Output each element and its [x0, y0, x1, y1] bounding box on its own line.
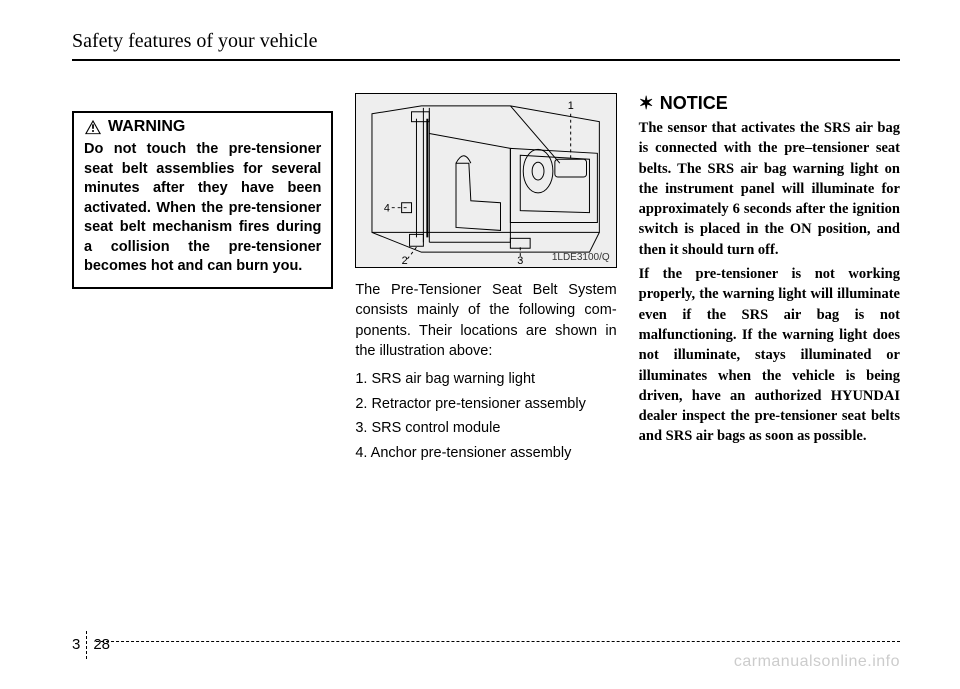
- notice-symbol-icon: ✶: [639, 93, 654, 114]
- vehicle-diagram: 1 2 3 4: [356, 94, 615, 267]
- watermark-text: carmanualsonline.info: [734, 653, 900, 671]
- callout-1: 1: [568, 100, 574, 112]
- list-item: 2. Retractor pre-tensioner assembly: [355, 392, 616, 417]
- list-item: 3. SRS control module: [355, 416, 616, 441]
- footer-dash-line: [96, 641, 900, 642]
- callout-3: 3: [518, 255, 524, 267]
- notice-paragraph-2: If the pre-tensioner is not working prop…: [639, 264, 900, 447]
- components-intro: The Pre-Tensioner Seat Belt System consi…: [355, 280, 616, 361]
- warning-icon: [84, 119, 102, 135]
- page-header: Safety features of your vehicle: [72, 30, 900, 61]
- callout-4: 4: [384, 203, 390, 215]
- warning-body: Do not touch the pre-tensioner seat belt…: [74, 136, 331, 287]
- page-number: 28: [87, 631, 110, 659]
- column-3: ✶ NOTICE The sensor that activates the S…: [639, 91, 900, 466]
- figure-label: 1LDE3100/Q: [552, 252, 610, 263]
- components-list: 1. SRS air bag warning light 2. Retracto…: [355, 367, 616, 466]
- column-1: WARNING Do not touch the pre-tensioner s…: [72, 91, 333, 466]
- page-footer: 3 28 carmanualsonline.info: [0, 631, 960, 671]
- notice-paragraph-1: The sensor that activates the SRS air ba…: [639, 118, 900, 260]
- page-number-tab: 3 28: [72, 631, 110, 659]
- notice-title: NOTICE: [660, 93, 728, 114]
- warning-box: WARNING Do not touch the pre-tensioner s…: [72, 111, 333, 289]
- header-title: Safety features of your vehicle: [72, 30, 900, 53]
- warning-title: WARNING: [108, 118, 185, 136]
- list-item: 4. Anchor pre-tensioner assembly: [355, 441, 616, 466]
- warning-header: WARNING: [74, 113, 331, 136]
- column-2: 1 2 3 4 1LDE3100/Q The Pre-Tensioner Sea…: [355, 91, 616, 466]
- list-item: 1. SRS air bag warning light: [355, 367, 616, 392]
- diagram-figure: 1 2 3 4 1LDE3100/Q: [355, 93, 616, 268]
- manual-page: Safety features of your vehicle WARNING …: [0, 0, 960, 689]
- callout-2: 2: [402, 255, 408, 267]
- section-number: 3: [72, 631, 87, 659]
- content-columns: WARNING Do not touch the pre-tensioner s…: [72, 91, 900, 466]
- notice-header: ✶ NOTICE: [639, 93, 900, 114]
